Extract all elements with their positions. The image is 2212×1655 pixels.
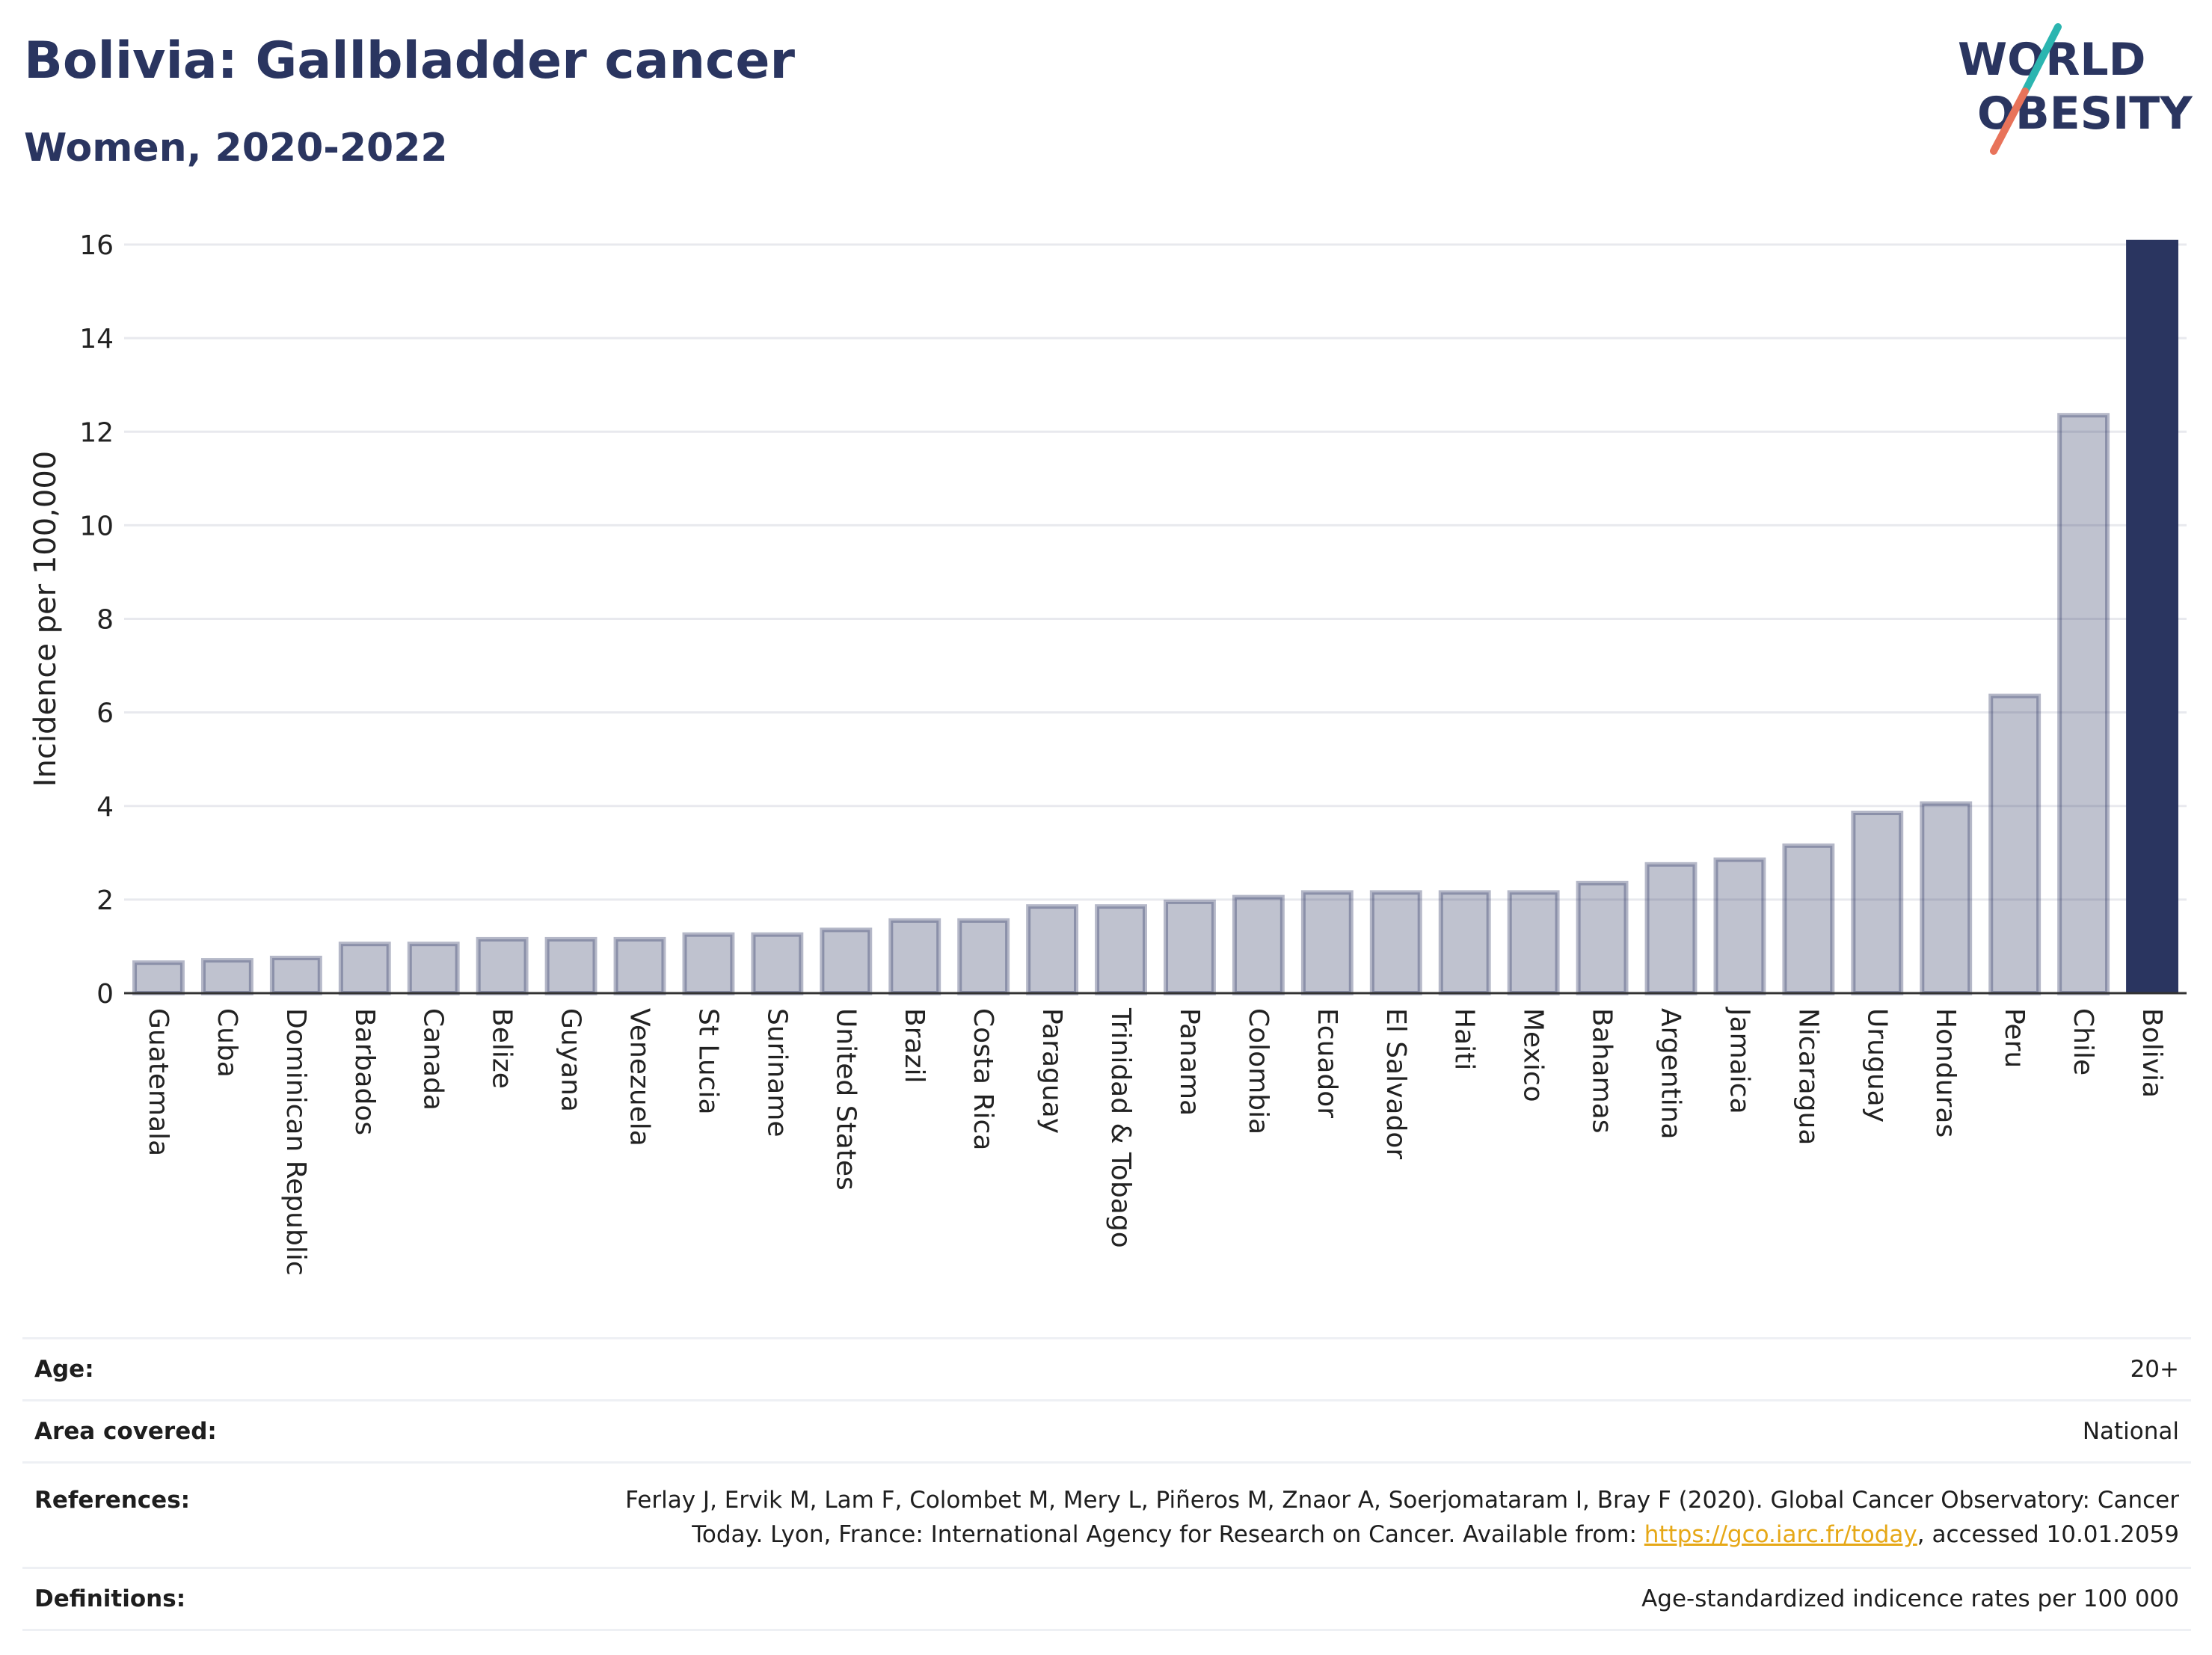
y-tick-label: 16 bbox=[79, 230, 114, 261]
bar bbox=[1232, 894, 1285, 996]
bar bbox=[1851, 811, 1904, 995]
x-tick-label: Paraguay bbox=[1036, 1008, 1067, 1134]
bar bbox=[1576, 880, 1629, 995]
y-tick-label: 8 bbox=[96, 605, 114, 636]
chart-subtitle: Women, 2020-2022 bbox=[24, 126, 448, 171]
age-value: 20+ bbox=[2130, 1356, 2179, 1383]
bar-chart: 0 2 4 6 8 10 12 14 16 Incidence per 100,000 Guatem… bbox=[28, 230, 2187, 1276]
meta-row-area: Area covered: National bbox=[22, 1399, 2191, 1461]
bar bbox=[1713, 857, 1766, 995]
x-tick-label: Trinidad & Tobago bbox=[1105, 1007, 1136, 1248]
bar bbox=[1438, 890, 1491, 996]
x-tick-label: Haiti bbox=[1449, 1008, 1480, 1070]
x-tick-label: Bahamas bbox=[1587, 1008, 1617, 1134]
x-tick-label: Argentina bbox=[1656, 1008, 1686, 1140]
x-tick-label: El Salvador bbox=[1380, 1008, 1411, 1159]
x-tick-label: Canada bbox=[418, 1008, 449, 1111]
bar bbox=[200, 958, 254, 995]
bar bbox=[1782, 843, 1835, 996]
bar bbox=[132, 960, 185, 996]
references-label: References: bbox=[34, 1487, 191, 1514]
x-tick-label: Suriname bbox=[761, 1008, 792, 1137]
bar bbox=[820, 927, 873, 995]
bar bbox=[476, 936, 529, 996]
bar bbox=[1300, 890, 1354, 996]
x-tick-label: United States bbox=[830, 1008, 861, 1191]
x-tick-label: St Lucia bbox=[692, 1008, 723, 1115]
bar bbox=[751, 932, 804, 995]
bar bbox=[1988, 693, 2042, 995]
y-tick-label: 10 bbox=[79, 511, 114, 541]
x-tick-label: Guyana bbox=[556, 1008, 586, 1112]
y-tick-label: 12 bbox=[79, 417, 114, 448]
x-tick-label: Colombia bbox=[1243, 1008, 1274, 1134]
bar bbox=[338, 942, 391, 996]
bar bbox=[1026, 904, 1079, 995]
bar bbox=[1920, 801, 1973, 996]
bar-highlight bbox=[2126, 239, 2178, 993]
logo-slash-top bbox=[2021, 23, 2062, 95]
meta-row-references: References: Ferlay J, Ervik M, Lam F, Co… bbox=[22, 1461, 2191, 1567]
logo-slash-bottom bbox=[1990, 87, 2029, 155]
bar bbox=[1507, 890, 1560, 996]
references-value: Ferlay J, Ervik M, Lam F, Colombet M, Me… bbox=[609, 1483, 2179, 1552]
x-tick-label: Guatemala bbox=[143, 1008, 173, 1156]
bar bbox=[544, 936, 597, 996]
definitions-value: Age-standardized indicence rates per 100… bbox=[1641, 1585, 2179, 1612]
x-tick-label: Ecuador bbox=[1312, 1008, 1342, 1118]
x-tick-label: Peru bbox=[1999, 1008, 2030, 1068]
references-text: Ferlay J, Ervik M, Lam F, Colombet M, Me… bbox=[625, 1487, 2179, 1548]
world-obesity-logo: WORLD OBESITY bbox=[1958, 23, 2193, 155]
y-tick-label: 14 bbox=[79, 324, 114, 354]
y-axis-label: Incidence per 100,000 bbox=[28, 451, 63, 787]
x-tick-label: Nicaragua bbox=[1792, 1008, 1823, 1145]
metadata-table: Age: 20+ Area covered: National Referenc… bbox=[22, 1337, 2191, 1631]
x-tick-label: Panama bbox=[1174, 1008, 1205, 1116]
x-tick-label: Honduras bbox=[1930, 1008, 1961, 1137]
y-tick-label: 2 bbox=[96, 885, 114, 916]
x-tick-label: Jamaica bbox=[1724, 1007, 1754, 1114]
x-tick-label: Dominican Republic bbox=[280, 1008, 311, 1276]
bar bbox=[1369, 890, 1422, 996]
x-tick-label: Mexico bbox=[1518, 1008, 1549, 1102]
meta-row-age: Age: 20+ bbox=[22, 1337, 2191, 1399]
bar bbox=[888, 918, 941, 996]
x-tick-label: Bolivia bbox=[2136, 1008, 2167, 1098]
x-tick-label: Venezuela bbox=[624, 1008, 655, 1146]
bar bbox=[682, 932, 735, 995]
area-label: Area covered: bbox=[34, 1418, 217, 1445]
y-tick-label: 6 bbox=[96, 698, 114, 729]
bar bbox=[2057, 413, 2110, 995]
x-tick-label: Uruguay bbox=[1861, 1008, 1892, 1123]
x-tick-label: Barbados bbox=[349, 1008, 380, 1135]
bar bbox=[613, 936, 666, 996]
y-tick-label: 4 bbox=[96, 792, 114, 823]
chart-title: Bolivia: Gallbladder cancer bbox=[24, 31, 795, 90]
bar bbox=[269, 955, 322, 995]
age-label: Age: bbox=[34, 1356, 94, 1383]
x-tick-label: Cuba bbox=[212, 1008, 242, 1078]
bar bbox=[957, 918, 1010, 996]
definitions-label: Definitions: bbox=[34, 1585, 186, 1612]
x-tick-label: Chile bbox=[2068, 1008, 2098, 1075]
references-accessed: , accessed 10.01.2059 bbox=[1917, 1521, 2179, 1548]
bar bbox=[407, 942, 460, 996]
meta-row-definitions: Definitions: Age-standardized indicence … bbox=[22, 1567, 2191, 1631]
bar bbox=[1095, 904, 1147, 995]
x-tick-label: Belize bbox=[487, 1008, 517, 1089]
references-link[interactable]: https://gco.iarc.fr/today bbox=[1644, 1521, 1917, 1548]
y-tick-label: 0 bbox=[96, 979, 114, 1010]
bar bbox=[1644, 862, 1698, 995]
x-tick-label: Costa Rica bbox=[968, 1008, 998, 1150]
x-tick-label: Brazil bbox=[899, 1008, 930, 1083]
area-value: National bbox=[2082, 1418, 2179, 1445]
bar bbox=[1164, 899, 1216, 995]
